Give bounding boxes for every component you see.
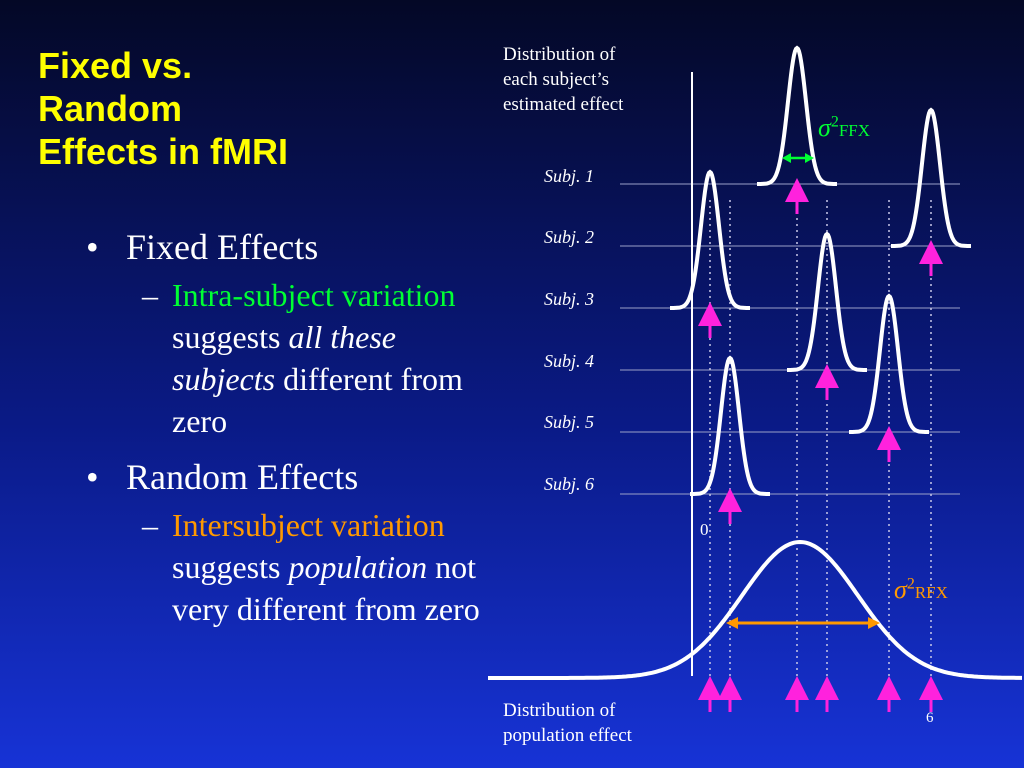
subject-label-5: Subj. 5 [544,412,595,432]
sub-bullet-fixed: – Intra-subject variation suggests all t… [86,274,486,442]
rfx-arrowhead-left [726,617,738,629]
bullet-dot: • [86,457,99,497]
subject-distribution-6 [690,355,770,496]
title-line-2: Random [38,88,182,129]
bottom-caption-line: population effect [503,725,632,746]
subject-label-2: Subj. 2 [544,227,595,247]
subject-distribution-1 [757,45,837,186]
subject-distribution-4 [787,231,867,372]
bullet-fixed-effects: • Fixed Effects [86,226,486,268]
subject-label-3: Subj. 3 [544,289,595,309]
page-number: 6 [926,710,934,726]
intra-subject-variation: Intra-subject variation [172,277,456,313]
sigma-symbol: σ [818,113,831,142]
population-distribution-curve [488,539,1022,680]
sub-text-2: different from zero [172,361,463,439]
subject-row-lines [620,183,960,495]
top-caption: Distribution of each subject’s estimated… [503,42,623,117]
bottom-caption: Distribution of population effect [503,698,632,748]
sigma-symbol: σ [894,575,907,604]
bullet-list: • Fixed Effects – Intra-subject variatio… [86,226,486,644]
intersubject-variation: Intersubject variation [172,507,445,543]
sub-text-2: not very different from zero [172,549,480,627]
sigma-power: 2 [906,575,915,593]
sub-text-1: suggests [172,319,289,355]
subject-label-1: Subj. 1 [544,166,595,186]
subject-mean-arrows [698,178,943,712]
sigma-subscript: RFX [914,583,948,602]
zero-label: 0 [700,520,709,539]
subject-label-4: Subj. 4 [544,351,595,371]
bullet-random-effects: • Random Effects [86,456,486,498]
bullet-text: Fixed Effects [126,227,319,267]
title-line-3: Effects in fMRI [38,131,289,172]
sigma-rfx-label: σ2RFX [894,575,948,605]
subject-distributions [670,45,971,496]
bullet-text: Random Effects [126,457,359,497]
sub-bullet-random: – Intersubject variation suggests popula… [86,504,486,630]
top-caption-line: each subject’s [503,69,610,90]
sub-dash: – [142,507,158,543]
rfx-arrowhead-right [868,617,880,629]
sub-italic: population [288,549,428,585]
title-line-1: Fixed vs. [38,45,193,86]
bullet-dot: • [86,227,99,267]
sigma-ffx-label: σ2FFX [818,113,870,143]
sub-text-1: suggests [172,549,289,585]
ffx-arrowhead-right [805,153,814,163]
top-caption-line: estimated effect [503,94,624,115]
ffx-arrowhead-left [782,153,791,163]
top-caption-line: Distribution of [503,44,616,65]
sub-dash: – [142,277,158,313]
subject-distribution-3 [670,169,750,310]
sigma-power: 2 [830,113,839,131]
sub-italic: all these subjects [172,319,396,397]
sigma-subscript: FFX [838,121,871,140]
subject-distribution-2 [891,107,971,248]
slide-title: Fixed vs. Random Effects in fMRI [38,44,288,173]
subject-distribution-5 [849,293,929,434]
subject-label-6: Subj. 6 [544,474,595,494]
bottom-caption-line: Distribution of [503,700,616,721]
